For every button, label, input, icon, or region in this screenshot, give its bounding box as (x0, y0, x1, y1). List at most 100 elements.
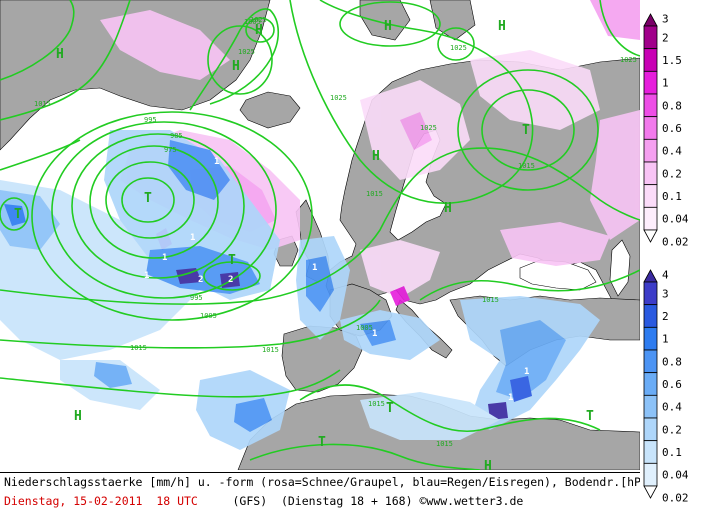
high-marker: H (444, 201, 452, 216)
caspian-sea (609, 239, 631, 297)
isobar-label: 1015 (130, 344, 147, 352)
isobar-label: 1025 (620, 56, 637, 64)
isobar-label: 1025 (238, 48, 255, 56)
precip-label: 1 (214, 157, 219, 167)
rain-colorbar: 4 3 2 1 0.8 0.6 0.4 0.2 0.1 0.04 0.02 (643, 269, 689, 504)
rain-area (488, 402, 508, 420)
isobar (89, 145, 219, 259)
high-marker: H (498, 19, 506, 34)
footer-description: Niederschlagsstaerke [mm/h] u. -form (ro… (4, 475, 655, 489)
snow-legend-swatch (643, 116, 658, 140)
low-marker: T (14, 207, 22, 222)
snow-legend-label: 1.5 (662, 54, 682, 67)
snow-legend-label: 0.8 (662, 99, 682, 112)
snow-legend-swatch (643, 206, 658, 231)
snow-legend-swatch (643, 161, 658, 186)
rain-legend-label: 0.2 (662, 423, 682, 436)
isobar (0, 369, 341, 398)
isobar (599, 0, 640, 57)
snow-area (400, 112, 432, 150)
snow-area (500, 222, 610, 266)
isobar (207, 25, 273, 95)
rain-legend-swatch (643, 349, 658, 374)
isobar-label: 1015 (366, 190, 383, 198)
low-marker: T (228, 253, 236, 268)
isobar (203, 261, 261, 291)
precip-label: 1 (508, 393, 513, 403)
precip-label: 1 (372, 329, 377, 339)
rain-area (0, 190, 60, 250)
isobar (289, 0, 534, 204)
arctic-island (359, 0, 411, 41)
snow-legend-top-arrow (643, 13, 658, 27)
rain-legend-label: 0.04 (662, 469, 689, 482)
high-marker: H (56, 47, 64, 62)
isobar (71, 133, 245, 279)
isobar (245, 17, 275, 43)
rain-area (360, 320, 396, 346)
snow-area (100, 10, 230, 80)
snow-legend-label: 0.2 (662, 167, 682, 180)
isobar-label: 995 (190, 294, 203, 302)
rain-legend-swatch (643, 304, 658, 328)
precip-label: 1 (524, 367, 529, 377)
rain-area (4, 204, 26, 226)
isobar-label: 1015 (436, 440, 453, 448)
isobar (0, 139, 81, 171)
high-marker: H (74, 409, 82, 424)
snow-legend-bottom-arrow (643, 229, 658, 243)
precip-legend: 3 2 1.5 1 0.8 0.6 0.4 0.2 0.1 0.04 0.02 4 3 2 1 0.8 0.6… (640, 0, 704, 513)
precip-label: 1 (312, 263, 317, 273)
snow-legend-label: 0.04 (662, 213, 689, 226)
snow-legend-swatch (643, 93, 658, 118)
isobar-labels: 1025 1025 1025 1025 1025 1025 1015 1015 … (34, 16, 637, 448)
isobar (0, 299, 381, 349)
rain-area (176, 268, 202, 284)
snow-legend-label: 0.1 (662, 190, 682, 203)
high-marker: H (484, 459, 492, 470)
high-marker: H (372, 149, 380, 164)
rain-legend-swatch (643, 326, 658, 351)
rain-area (104, 130, 280, 300)
rain-legend-label: 2 (662, 310, 669, 323)
rain-legend-swatch (643, 462, 658, 487)
snow-legend-label: 0.4 (662, 145, 682, 158)
isobar (105, 161, 195, 239)
rain-legend-swatch (643, 394, 658, 419)
precip-label: 1 (190, 233, 195, 243)
model-run: (GFS) (Dienstag 18 + 168) (232, 494, 413, 508)
isobar-label: 1025 (420, 124, 437, 132)
isobar (457, 69, 599, 191)
rain-legend-top-arrow (643, 269, 658, 283)
legend-graphic: 3 2 1.5 1 0.8 0.6 0.4 0.2 0.1 0.04 0.02 4 3 2 1 0.8 0.6… (643, 13, 689, 504)
high-marker: H (232, 59, 240, 74)
isobar (0, 0, 75, 81)
snow-area (360, 240, 440, 298)
rain-legend-swatch (643, 417, 658, 442)
isobar (0, 0, 131, 121)
snow-legend-label: 1 (662, 77, 669, 90)
isobar-label: 1015 (518, 162, 535, 170)
pressure-centers: H H H H H H H H H T T T T T T T (14, 19, 594, 470)
isobar-label: 1005 (356, 324, 373, 332)
rain-legend-label: 3 (662, 287, 669, 300)
rain-legend-label: 0.02 (662, 491, 689, 504)
low-marker: T (318, 435, 326, 450)
snow-area (390, 286, 410, 306)
rain-legend-label: 0.6 (662, 378, 682, 391)
isobar (121, 177, 175, 223)
isobar-label: 1015 (368, 400, 385, 408)
copyright-icon: © (419, 494, 427, 508)
snow-legend-swatch (643, 70, 658, 95)
rain-legend-label: 0.8 (662, 355, 682, 368)
rain-legend-swatch (643, 372, 658, 396)
precip-labels: 1 1 1 1 2 2 1 1 1 1 (144, 157, 529, 403)
isobar-label: 1005 (244, 18, 261, 26)
snow-legend-label: 0.6 (662, 122, 682, 135)
footer-caption: Niederschlagsstaerke [mm/h] u. -form (ro… (0, 472, 655, 514)
rain-legend-bottom-arrow (643, 485, 658, 499)
rain-legend-label: 4 (662, 269, 669, 282)
isobar-label: 1025 (250, 16, 267, 24)
isobar-label: 985 (170, 132, 183, 140)
isobar-label: 1015 (34, 100, 51, 108)
